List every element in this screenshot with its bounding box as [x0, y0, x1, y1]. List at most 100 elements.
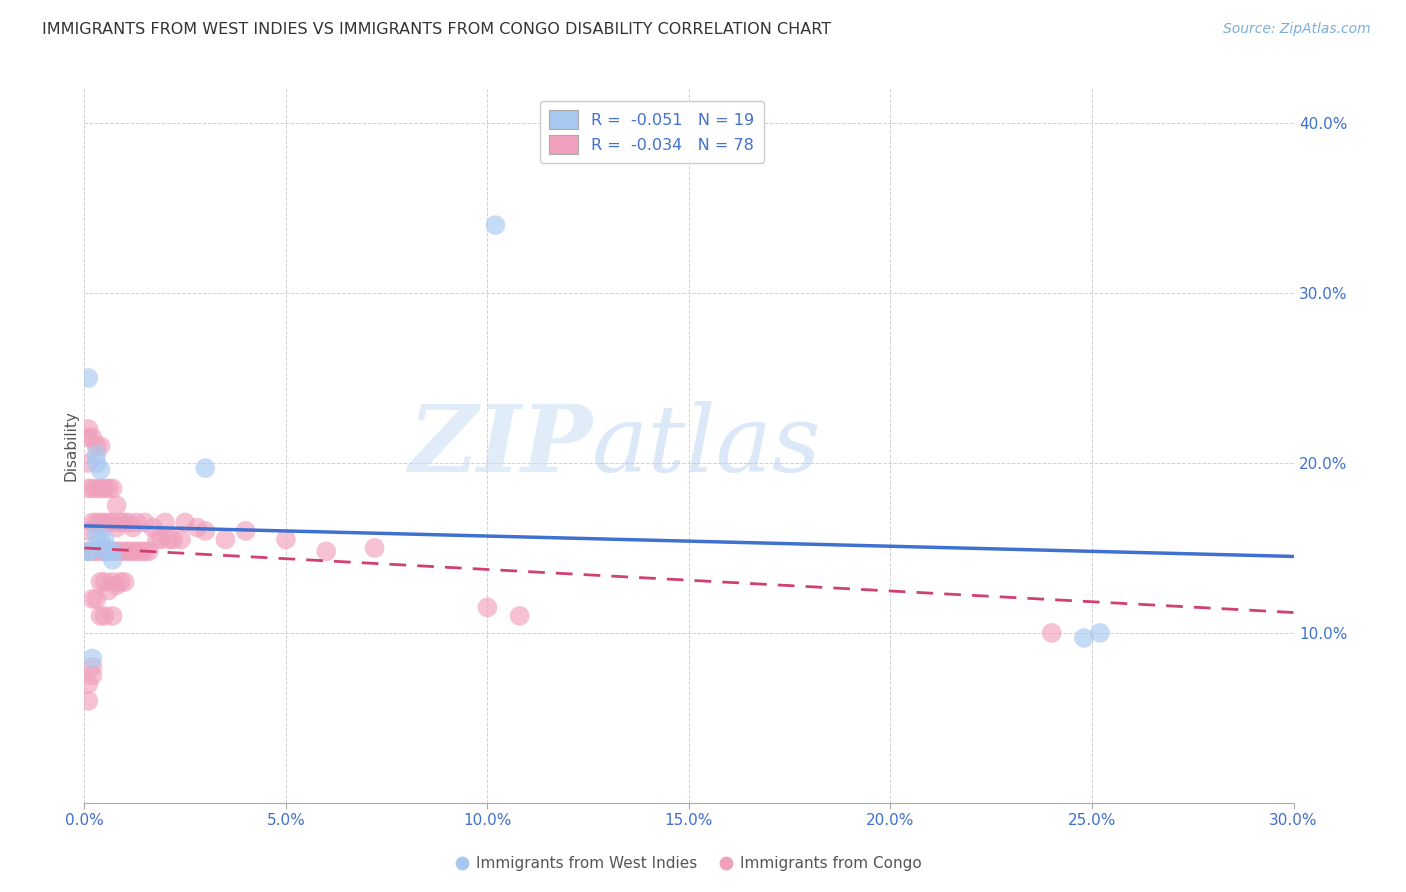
Point: [194, 461, 217, 475]
Point: [509, 608, 531, 623]
Point: [153, 516, 176, 530]
Point: [86, 516, 108, 530]
Point: [82, 430, 104, 444]
Point: [77, 544, 100, 558]
Point: [174, 516, 197, 530]
Point: [105, 499, 128, 513]
Text: IMMIGRANTS FROM WEST INDIES VS IMMIGRANTS FROM CONGO DISABILITY CORRELATION CHAR: IMMIGRANTS FROM WEST INDIES VS IMMIGRANT…: [42, 22, 831, 37]
Point: [93, 574, 115, 589]
Point: [86, 448, 108, 462]
Point: [110, 544, 132, 558]
Point: [82, 591, 104, 606]
Point: [121, 520, 143, 534]
Point: [89, 439, 111, 453]
Point: [101, 574, 124, 589]
Point: [86, 439, 108, 453]
Point: [214, 533, 236, 547]
Point: [77, 694, 100, 708]
Point: [77, 482, 100, 496]
Point: [114, 544, 136, 558]
Point: [114, 574, 136, 589]
Point: [129, 544, 152, 558]
Point: [77, 371, 100, 385]
Point: [89, 574, 111, 589]
Text: atlas: atlas: [592, 401, 821, 491]
Point: [125, 544, 148, 558]
Point: [110, 574, 132, 589]
Point: [82, 482, 104, 496]
Point: [97, 482, 120, 496]
Point: [274, 533, 297, 547]
Point: [114, 516, 136, 530]
Point: [77, 677, 100, 691]
Point: [101, 544, 124, 558]
Point: [194, 524, 217, 538]
Point: [93, 533, 115, 547]
Point: [97, 544, 120, 558]
Point: [82, 660, 104, 674]
Point: [77, 430, 100, 444]
Point: [93, 482, 115, 496]
Point: [93, 544, 115, 558]
Point: [89, 533, 111, 547]
Point: [82, 544, 104, 558]
Point: [89, 516, 111, 530]
Point: [149, 533, 172, 547]
Point: [125, 516, 148, 530]
Point: [315, 544, 337, 558]
Point: [235, 524, 257, 538]
Point: [170, 533, 193, 547]
Point: [157, 533, 180, 547]
Point: [138, 544, 160, 558]
Point: [93, 541, 115, 555]
Point: [93, 516, 115, 530]
Point: [110, 516, 132, 530]
Point: [93, 608, 115, 623]
Point: [89, 463, 111, 477]
Point: [97, 516, 120, 530]
Point: [77, 524, 100, 538]
Point: [89, 482, 111, 496]
Point: [86, 527, 108, 541]
Point: [101, 516, 124, 530]
Point: [101, 553, 124, 567]
Point: [134, 516, 156, 530]
Point: [1073, 631, 1095, 645]
Point: [97, 583, 120, 598]
Point: [101, 544, 124, 558]
Point: [77, 544, 100, 558]
Point: [86, 482, 108, 496]
Point: [86, 591, 108, 606]
Point: [82, 668, 104, 682]
Point: [477, 600, 499, 615]
Point: [1088, 626, 1111, 640]
Text: Source: ZipAtlas.com: Source: ZipAtlas.com: [1223, 22, 1371, 37]
Point: [142, 520, 165, 534]
Point: [77, 422, 100, 436]
Point: [363, 541, 385, 555]
Y-axis label: Disability: Disability: [63, 410, 79, 482]
Point: [162, 533, 184, 547]
Point: [89, 544, 111, 558]
Point: [82, 651, 104, 665]
Point: [86, 456, 108, 470]
Point: [101, 482, 124, 496]
Point: [118, 544, 141, 558]
Point: [86, 544, 108, 558]
Point: [484, 218, 506, 232]
Point: [101, 608, 124, 623]
Point: [118, 516, 141, 530]
Point: [146, 533, 169, 547]
Legend: Immigrants from West Indies, Immigrants from Congo: Immigrants from West Indies, Immigrants …: [450, 850, 928, 877]
Point: [121, 544, 143, 558]
Point: [105, 544, 128, 558]
Point: [77, 456, 100, 470]
Point: [89, 608, 111, 623]
Point: [97, 544, 120, 558]
Point: [1040, 626, 1063, 640]
Text: ZIP: ZIP: [408, 401, 592, 491]
Point: [105, 520, 128, 534]
Point: [82, 516, 104, 530]
Point: [134, 544, 156, 558]
Point: [105, 578, 128, 592]
